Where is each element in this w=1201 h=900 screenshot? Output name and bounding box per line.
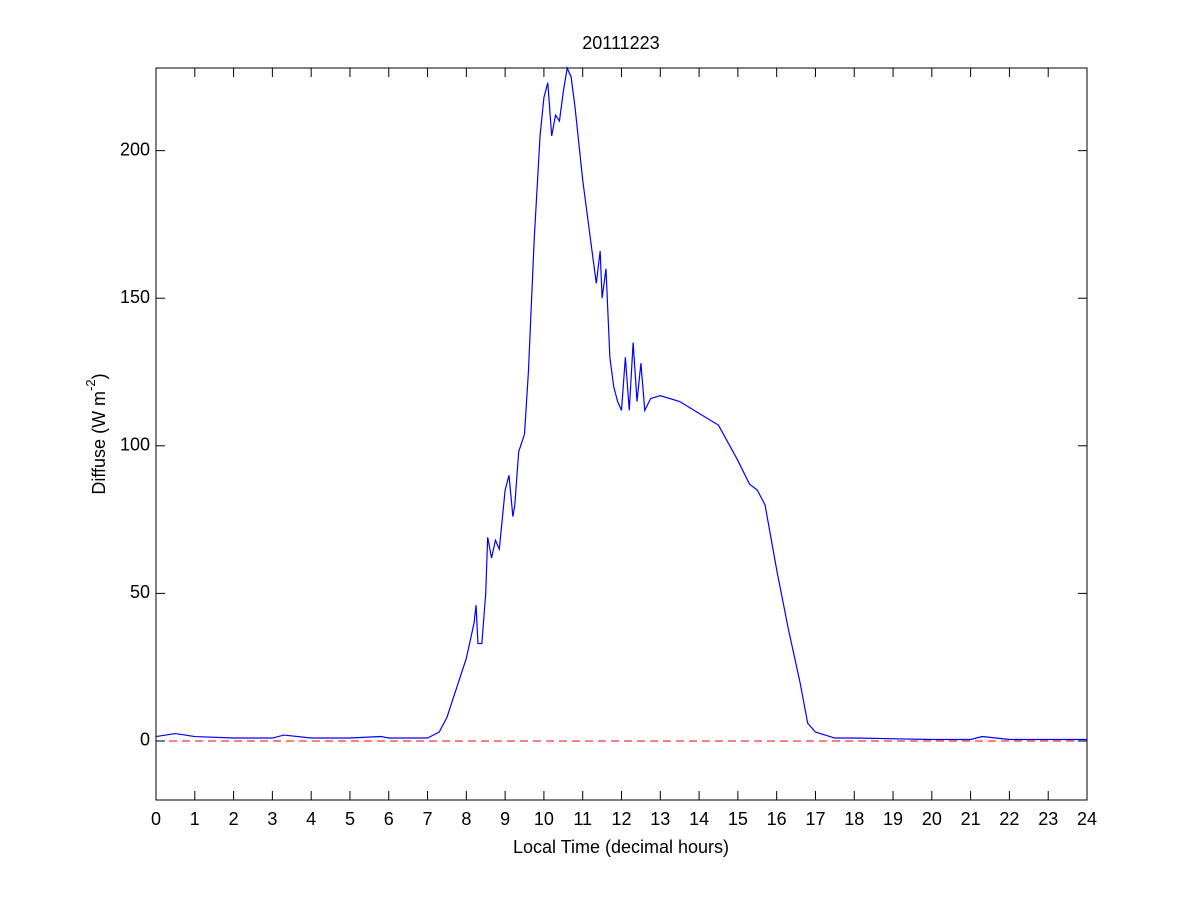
x-tick-label: 9 (500, 809, 510, 829)
y-tick-label: 150 (120, 287, 150, 307)
x-tick-label: 22 (999, 809, 1019, 829)
x-tick-label: 21 (961, 809, 981, 829)
x-tick-label: 2 (229, 809, 239, 829)
x-tick-label: 17 (805, 809, 825, 829)
x-tick-label: 1 (190, 809, 200, 829)
data-line (155, 65, 1087, 741)
chart-title: 20111223 (582, 33, 659, 53)
y-label-sup: -2 (83, 379, 98, 391)
x-axis-label: Local Time (decimal hours) (513, 837, 729, 857)
x-tick-label: 8 (461, 809, 471, 829)
x-tick-label: 0 (151, 809, 161, 829)
x-tick-label: 5 (345, 809, 355, 829)
x-tick-label: 10 (534, 809, 554, 829)
y-label-text: Diffuse (W m (89, 391, 109, 495)
x-tick-label: 18 (844, 809, 864, 829)
y-tick-label: 50 (130, 582, 150, 602)
x-tick-label: 11 (573, 809, 592, 829)
x-tick-label: 13 (650, 809, 670, 829)
x-tick-label: 23 (1038, 809, 1058, 829)
y-tick-label: 200 (120, 139, 150, 159)
y-axis-label: Diffuse (W m-2) (83, 373, 108, 494)
x-tick-label: 15 (728, 809, 748, 829)
y-tick-label: 100 (120, 435, 150, 455)
x-tick-label: 3 (267, 809, 277, 829)
y-label-end: ) (89, 373, 109, 379)
x-tick-label: 6 (384, 809, 394, 829)
x-tick-label: 12 (611, 809, 631, 829)
x-tick-label: 24 (1077, 809, 1097, 829)
x-tick-label: 19 (883, 809, 903, 829)
y-tick-label: 0 (140, 730, 150, 750)
x-tick-label: 14 (689, 809, 709, 829)
x-tick-label: 7 (423, 809, 433, 829)
x-tick-label: 4 (306, 809, 316, 829)
x-tick-label: 20 (922, 809, 942, 829)
x-tick-label: 16 (767, 809, 787, 829)
